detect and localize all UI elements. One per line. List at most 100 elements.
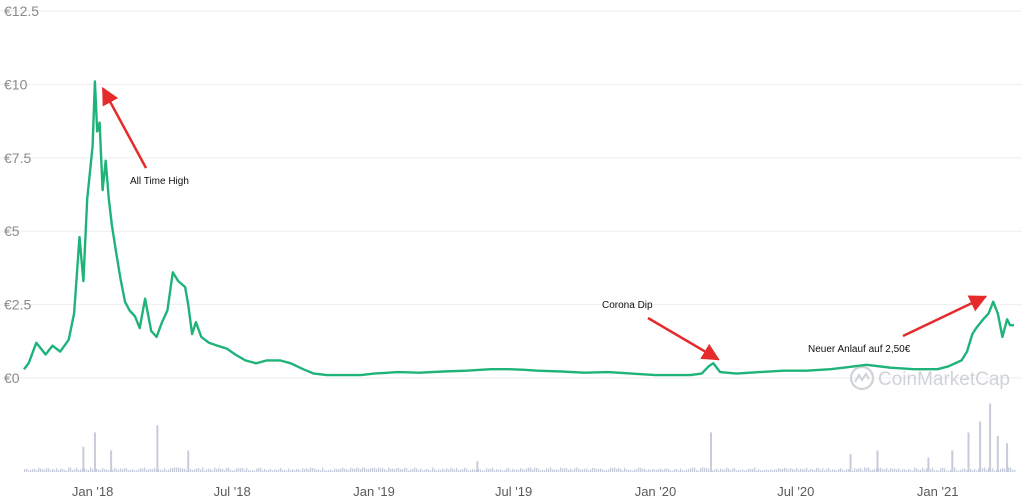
volume-bar <box>534 467 536 472</box>
volume-bar <box>644 468 646 472</box>
volume-bar <box>606 470 608 472</box>
volume-bar <box>540 470 542 472</box>
volume-bar <box>580 469 582 472</box>
volume-bar <box>332 470 334 472</box>
volume-bar <box>92 469 94 472</box>
volume-bar <box>616 469 618 472</box>
volume-bar <box>972 470 974 472</box>
volume-bar <box>568 469 570 472</box>
volume-bar <box>270 468 272 472</box>
volume-bar <box>824 470 826 472</box>
volume-bar <box>978 468 980 472</box>
volume-bar <box>314 468 316 472</box>
volume-bar <box>252 470 254 472</box>
volume-bar <box>788 469 790 472</box>
volume-bar <box>506 468 508 472</box>
volume-bar <box>24 468 26 472</box>
volume-bar <box>778 467 780 472</box>
volume-bar <box>232 470 234 472</box>
volume-bar <box>144 467 146 472</box>
volume-bar <box>208 468 210 472</box>
volume-bar <box>816 468 818 472</box>
volume-bar <box>28 470 30 472</box>
volume-bar <box>210 469 212 472</box>
volume-bar <box>780 469 782 472</box>
volume-bar <box>640 467 642 472</box>
volume-bar <box>698 470 700 472</box>
annotation-all-time-high: All Time High <box>130 176 189 187</box>
volume-bar <box>944 468 946 472</box>
volume-bar <box>278 469 280 472</box>
volume-bar <box>356 467 358 472</box>
volume-bar <box>662 469 664 472</box>
volume-bar <box>614 467 616 472</box>
volume-bar <box>442 468 444 472</box>
volume-bar <box>794 469 796 472</box>
volume-bar <box>484 470 486 472</box>
x-tick-label: Jul '20 <box>777 484 814 499</box>
volume-bar <box>86 469 88 472</box>
volume-bar <box>322 467 324 472</box>
volume-bar <box>986 469 988 472</box>
volume-bar <box>384 469 386 472</box>
volume-bar <box>994 470 996 472</box>
volume-bar <box>622 470 624 472</box>
volume-bar <box>734 468 736 472</box>
volume-bar <box>594 468 596 472</box>
volume-bar <box>1010 467 1012 472</box>
volume-bar <box>76 467 78 472</box>
volume-bar <box>458 469 460 472</box>
annotations: All Time High Corona Dip Neuer Anlauf au… <box>101 86 988 361</box>
volume-bar <box>32 469 34 472</box>
volume-bar <box>240 468 242 472</box>
volume-bar <box>64 469 66 472</box>
volume-bar <box>254 470 256 472</box>
volume-bar <box>920 469 922 472</box>
coinmarketcap-logo-icon <box>849 365 875 391</box>
volume-bar <box>398 468 400 472</box>
x-tick-label: Jan '20 <box>635 484 677 499</box>
volume-bar <box>654 469 656 472</box>
volume-bar <box>702 467 704 472</box>
volume-bar <box>864 467 866 472</box>
volume-bar <box>728 468 730 472</box>
volume-bar <box>436 470 438 472</box>
volume-bar <box>858 468 860 472</box>
volume-bar <box>574 468 576 472</box>
volume-bar <box>212 470 214 472</box>
volume-bar <box>158 469 160 472</box>
volume-bar <box>448 469 450 472</box>
volume-bar <box>402 469 404 472</box>
volume-bar <box>774 469 776 472</box>
volume-bar <box>932 467 934 472</box>
volume-bar <box>364 467 366 472</box>
volume-bar <box>642 468 644 472</box>
volume-bar <box>326 470 328 472</box>
volume-bar <box>362 467 364 472</box>
volume-bar <box>420 468 422 472</box>
volume-bar <box>830 470 832 472</box>
volume-bar <box>344 468 346 472</box>
volume-bar <box>42 469 44 472</box>
volume-bar <box>826 469 828 472</box>
volume-bar <box>818 468 820 472</box>
volume-bar <box>558 470 560 472</box>
volume-bar <box>318 469 320 472</box>
volume-bar <box>692 467 694 472</box>
volume-bar <box>274 469 276 472</box>
volume-bar <box>598 468 600 472</box>
volume-bar <box>480 469 482 472</box>
volume-bar <box>128 470 130 472</box>
volume-bar <box>502 470 504 472</box>
volume-bar <box>140 468 142 472</box>
volume-bar <box>190 469 192 472</box>
volume-bar <box>570 468 572 472</box>
volume-bar <box>62 468 64 472</box>
volume-bar <box>226 467 228 472</box>
volume-bar <box>894 468 896 472</box>
volume-bar <box>134 470 136 472</box>
volume-bar <box>586 468 588 472</box>
volume-bar <box>368 468 370 472</box>
volume-bar <box>432 467 434 472</box>
volume-bar <box>656 469 658 472</box>
